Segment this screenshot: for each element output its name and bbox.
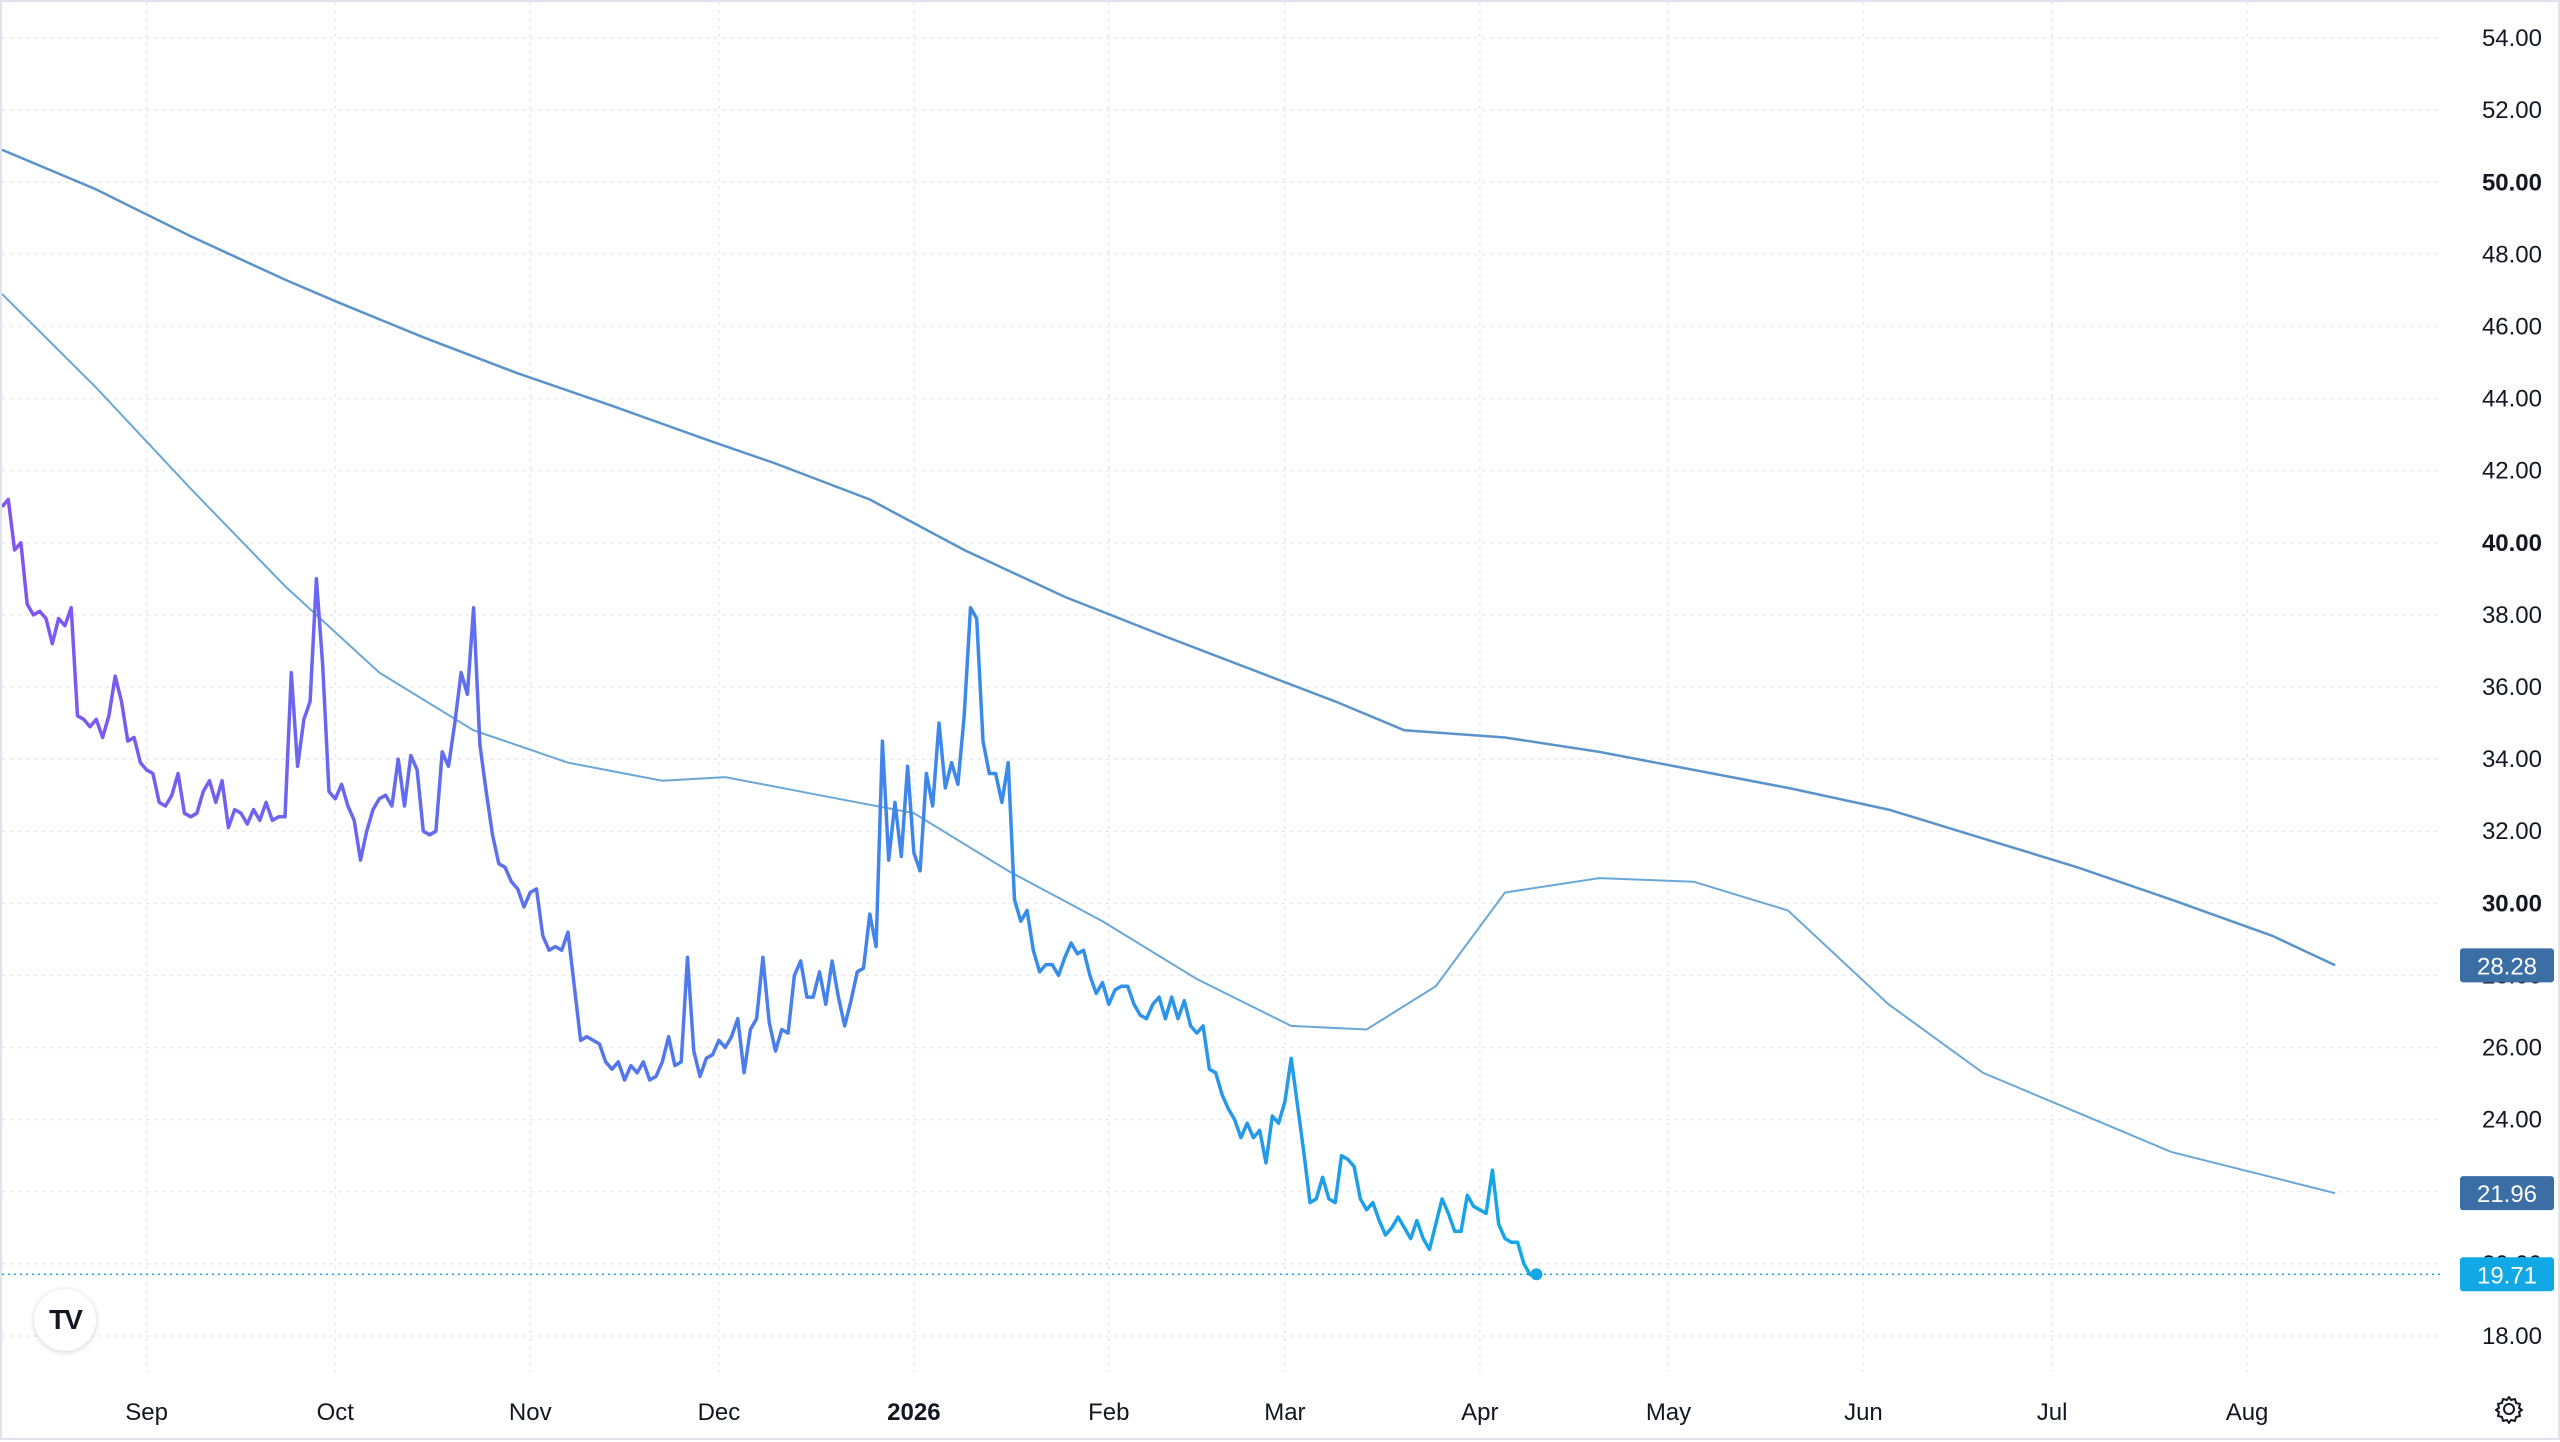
x-tick-label: Mar (1264, 1399, 1305, 1426)
y-tick-label: 54.00 (2482, 25, 2542, 52)
x-tick-label: Dec (698, 1399, 741, 1426)
settings-button[interactable] (2492, 1392, 2526, 1426)
y-tick-label: 44.00 (2482, 386, 2542, 413)
price-label-text: 21.96 (2477, 1181, 2537, 1208)
y-tick-label: 42.00 (2482, 458, 2542, 485)
logo-text: TV (49, 1304, 83, 1335)
y-tick-label: 18.00 (2482, 1323, 2542, 1350)
y-tick-label: 32.00 (2482, 818, 2542, 845)
price-label-box (2460, 948, 2554, 983)
x-tick-label: Jul (2037, 1399, 2068, 1426)
y-tick-label: 38.00 (2482, 602, 2542, 629)
price-label-box (2460, 1257, 2554, 1292)
y-tick-label: 34.00 (2482, 746, 2542, 773)
y-tick-label: 36.00 (2482, 674, 2542, 701)
x-tick-label: May (1646, 1399, 1691, 1426)
x-tick-label: Sep (125, 1399, 168, 1426)
series-line-ma-short (2, 293, 2336, 1195)
last-point-marker (1530, 1268, 1543, 1281)
tradingview-logo[interactable]: TV (34, 1289, 96, 1351)
y-tick-label: 40.00 (2482, 530, 2542, 557)
x-tick-label: Aug (2226, 1399, 2269, 1426)
x-tick-label: Nov (509, 1399, 552, 1426)
x-tick-label: Feb (1088, 1399, 1129, 1426)
gear-icon (2495, 1396, 2523, 1424)
x-tick-label: Jun (1844, 1399, 1883, 1426)
y-tick-label: 46.00 (2482, 313, 2542, 340)
series-line-ma-long (2, 148, 2336, 967)
y-tick-label: 30.00 (2482, 890, 2542, 917)
y-tick-label: 50.00 (2482, 169, 2542, 196)
y-tick-label: 52.00 (2482, 97, 2542, 124)
price-label-text: 28.28 (2477, 953, 2537, 980)
y-tick-label: 48.00 (2482, 241, 2542, 268)
price-label-box (2460, 1176, 2554, 1211)
x-tick-label: Apr (1461, 1399, 1498, 1426)
y-tick-label: 24.00 (2482, 1107, 2542, 1134)
x-tick-label: Oct (317, 1399, 355, 1426)
series-line-price (2, 497, 1537, 1277)
price-label-text: 19.71 (2477, 1262, 2537, 1289)
y-tick-label: 26.00 (2482, 1035, 2542, 1062)
x-tick-label: 2026 (887, 1399, 940, 1426)
